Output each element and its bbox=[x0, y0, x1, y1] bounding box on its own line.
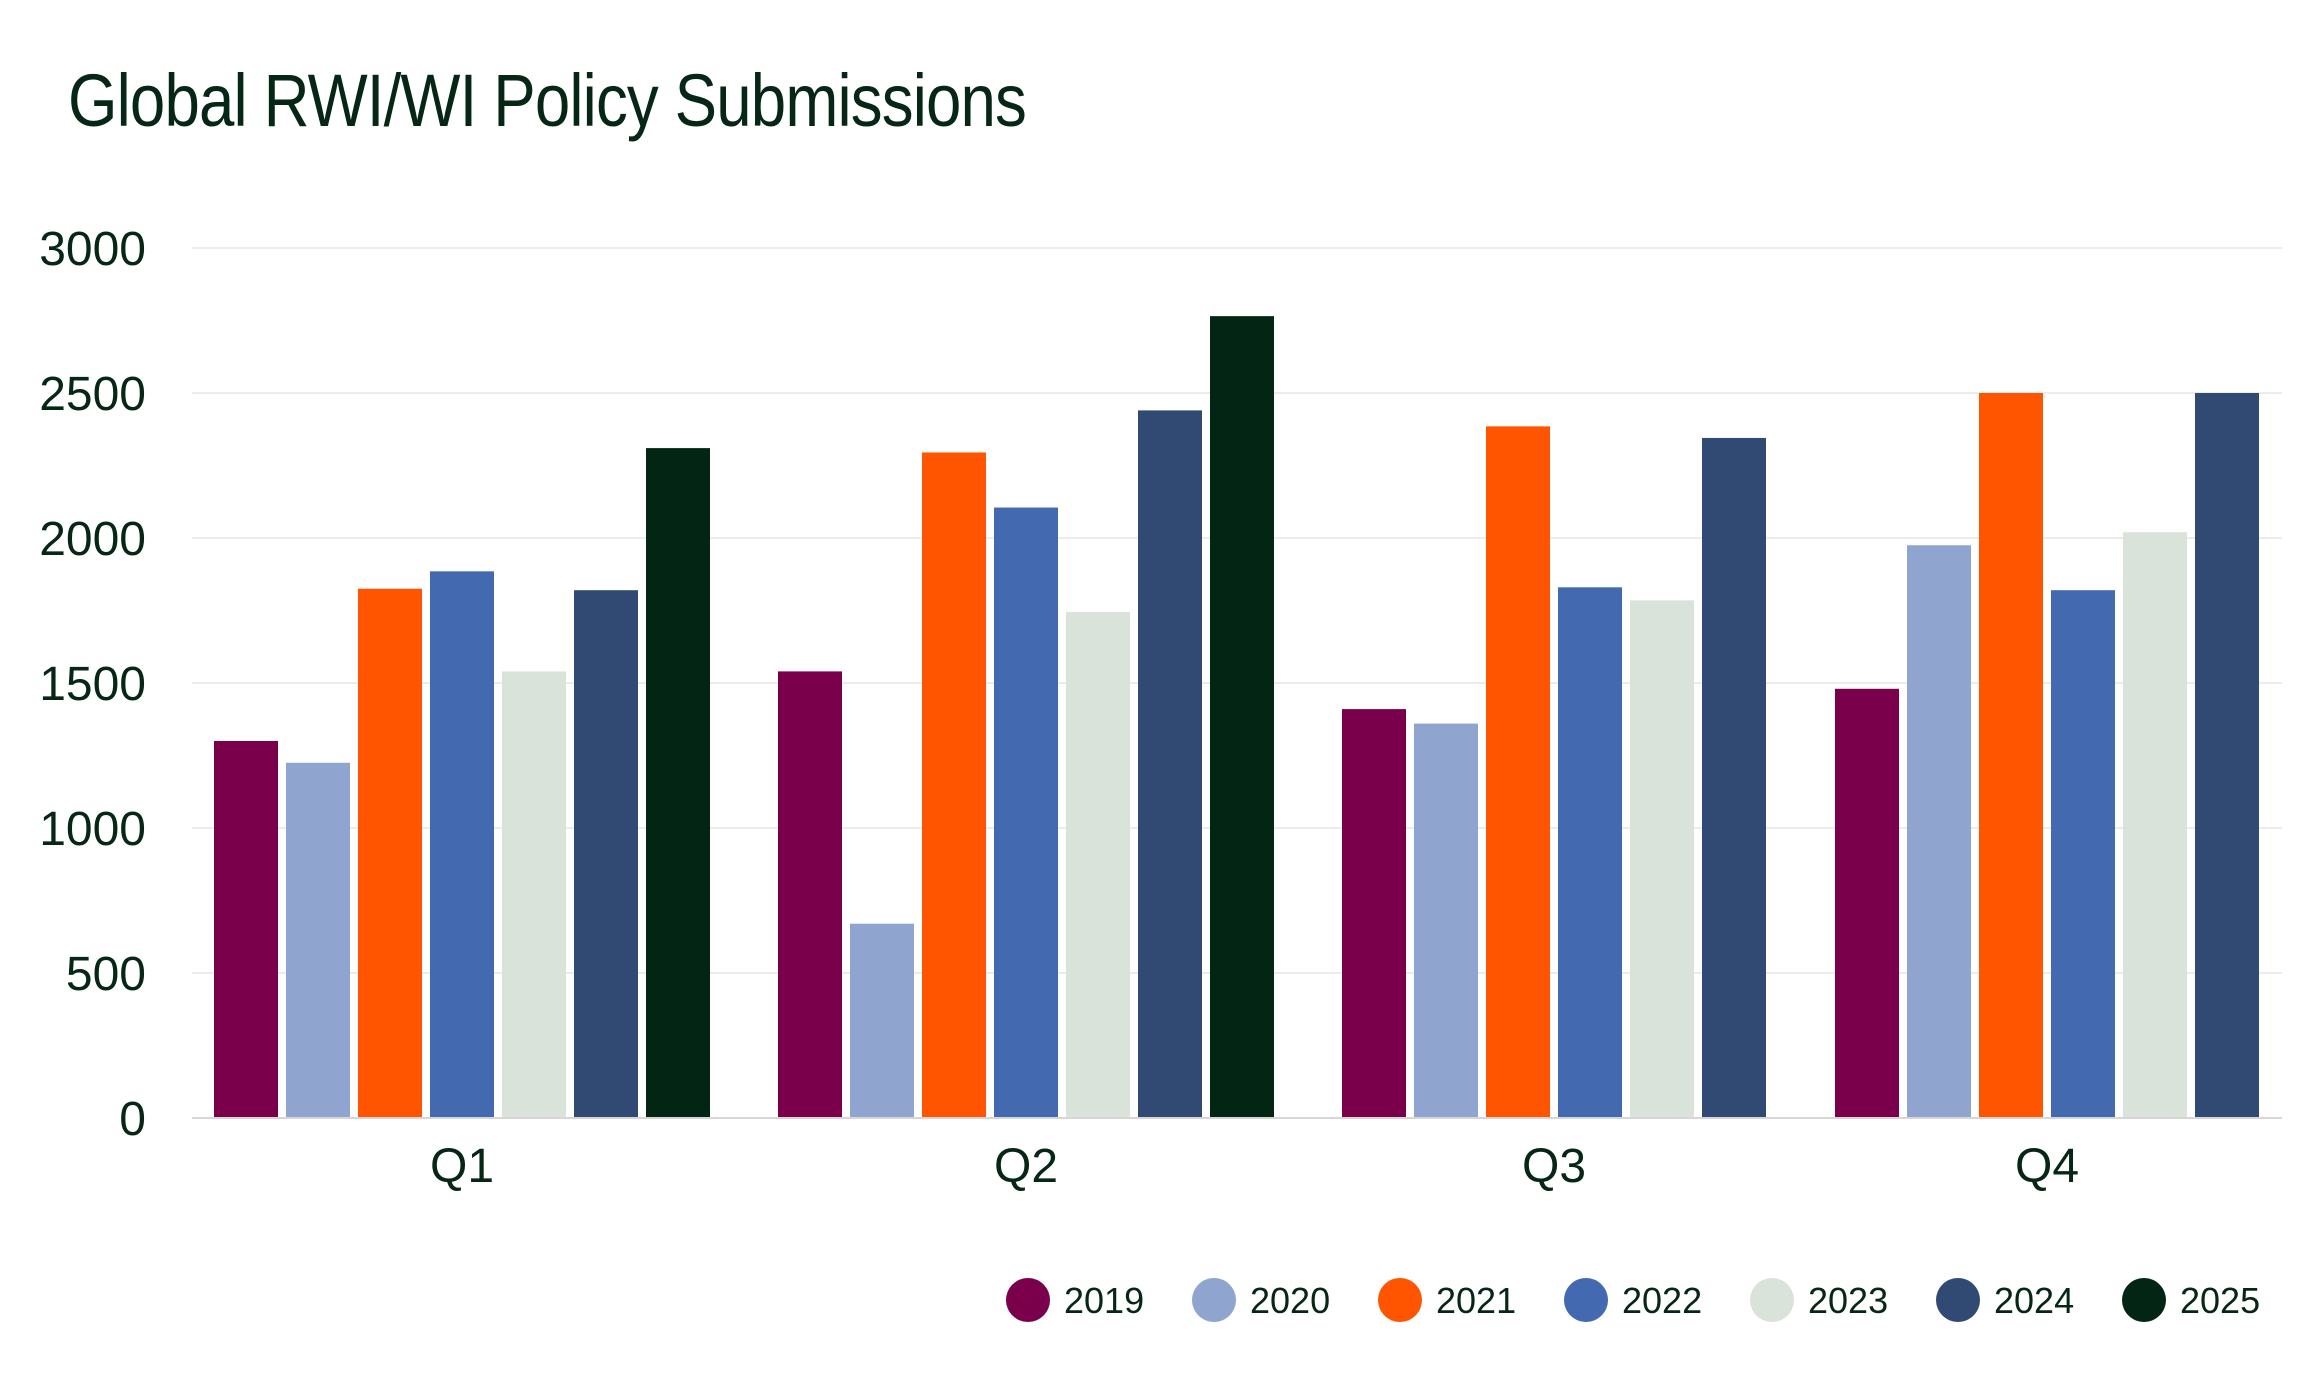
x-tick-label: Q1 bbox=[430, 1140, 494, 1193]
y-tick-label: 1000 bbox=[39, 803, 146, 856]
bar-2019-Q2 bbox=[778, 671, 842, 1118]
legend-label: 2020 bbox=[1250, 1280, 1330, 1321]
y-tick-label: 2500 bbox=[39, 368, 146, 421]
bars bbox=[214, 316, 2259, 1119]
legend-item-2020: 2020 bbox=[1192, 1278, 1330, 1322]
bar-2021-Q4 bbox=[1979, 393, 2043, 1118]
bar-2022-Q2 bbox=[994, 507, 1058, 1118]
legend-swatch bbox=[1006, 1278, 1050, 1322]
legend-swatch bbox=[1564, 1278, 1608, 1322]
y-tick-label: 500 bbox=[66, 948, 146, 1001]
legend-swatch bbox=[1378, 1278, 1422, 1322]
bar-2022-Q1 bbox=[430, 571, 494, 1118]
legend-swatch bbox=[1192, 1278, 1236, 1322]
chart-title: Global RWI/WI Policy Submissions bbox=[68, 59, 1027, 142]
legend-label: 2019 bbox=[1064, 1280, 1144, 1321]
legend-swatch bbox=[1936, 1278, 1980, 1322]
bar-2024-Q2 bbox=[1138, 410, 1202, 1118]
bar-2021-Q1 bbox=[358, 588, 422, 1118]
legend-label: 2023 bbox=[1808, 1280, 1888, 1321]
bar-2020-Q1 bbox=[286, 762, 350, 1118]
bar-2022-Q3 bbox=[1558, 587, 1622, 1118]
bar-2020-Q2 bbox=[850, 923, 914, 1118]
legend-swatch bbox=[2122, 1278, 2166, 1322]
y-tick-label: 3000 bbox=[39, 223, 146, 276]
bar-2024-Q1 bbox=[574, 590, 638, 1118]
legend-label: 2022 bbox=[1622, 1280, 1702, 1321]
y-axis-ticks: 0 500 1000 1500 2000 2500 3000 bbox=[39, 223, 146, 1146]
legend-item-2019: 2019 bbox=[1006, 1278, 1144, 1322]
legend-label: 2025 bbox=[2180, 1280, 2260, 1321]
bar-2023-Q4 bbox=[2123, 532, 2187, 1118]
x-tick-label: Q4 bbox=[2015, 1140, 2079, 1193]
y-tick-label: 1500 bbox=[39, 658, 146, 711]
legend: 2019 2020 2021 2022 2023 2024 2025 bbox=[1006, 1278, 2260, 1322]
bar-2023-Q2 bbox=[1066, 611, 1130, 1118]
bar-2021-Q2 bbox=[922, 452, 986, 1118]
x-axis: Q1 Q2 Q3 Q4 bbox=[192, 1117, 2282, 1193]
legend-label: 2024 bbox=[1994, 1280, 2074, 1321]
bar-2020-Q4 bbox=[1907, 545, 1971, 1118]
y-tick-label: 0 bbox=[119, 1093, 146, 1146]
bar-2019-Q3 bbox=[1342, 709, 1406, 1118]
bar-2023-Q1 bbox=[502, 671, 566, 1118]
bar-2023-Q3 bbox=[1630, 600, 1694, 1118]
legend-item-2023: 2023 bbox=[1750, 1278, 1888, 1322]
x-tick-label: Q2 bbox=[994, 1140, 1058, 1193]
y-tick-label: 2000 bbox=[39, 513, 146, 566]
bar-2024-Q4 bbox=[2195, 393, 2259, 1118]
legend-item-2025: 2025 bbox=[2122, 1278, 2260, 1322]
x-tick-label: Q3 bbox=[1522, 1140, 1586, 1193]
bar-2019-Q1 bbox=[214, 741, 278, 1118]
legend-item-2024: 2024 bbox=[1936, 1278, 2074, 1322]
bar-2024-Q3 bbox=[1702, 437, 1766, 1118]
bar-2025-Q2 bbox=[1210, 316, 1274, 1118]
bar-2019-Q4 bbox=[1835, 688, 1899, 1118]
bar-2022-Q4 bbox=[2051, 590, 2115, 1118]
legend-label: 2021 bbox=[1436, 1280, 1516, 1321]
legend-item-2022: 2022 bbox=[1564, 1278, 1702, 1322]
legend-swatch bbox=[1750, 1278, 1794, 1322]
bar-2021-Q3 bbox=[1486, 426, 1550, 1119]
bar-2020-Q3 bbox=[1414, 723, 1478, 1118]
bar-2025-Q1 bbox=[646, 448, 710, 1119]
legend-item-2021: 2021 bbox=[1378, 1278, 1516, 1322]
